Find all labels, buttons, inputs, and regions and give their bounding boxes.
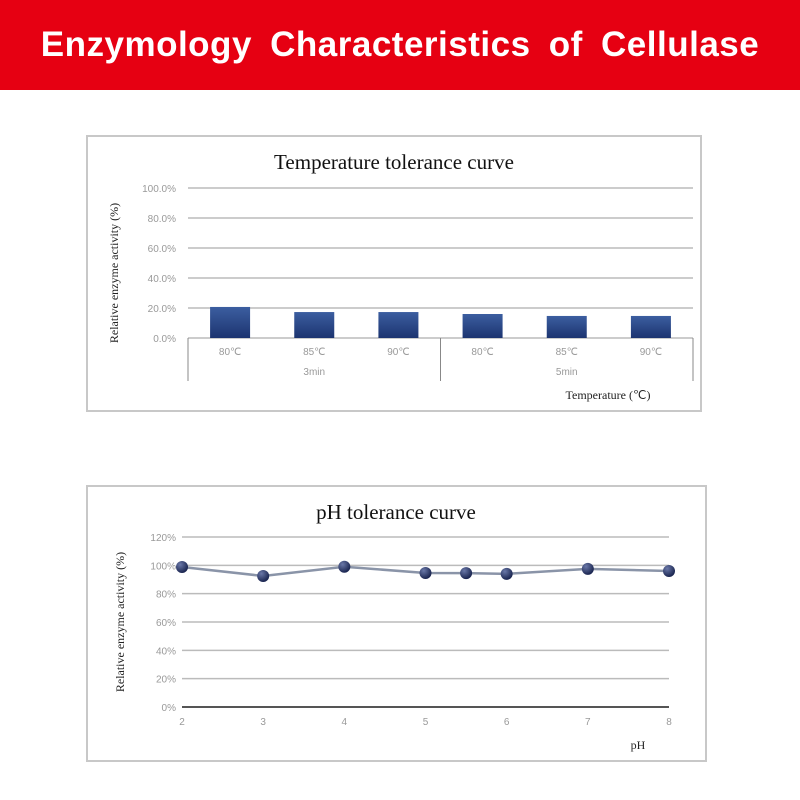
x-tick-label: 80℃ [219,347,241,358]
x-tick-label: 4 [342,717,348,728]
temperature-chart: Temperature tolerance curve 0.0% 20.0% 40.0… [107,150,694,402]
x-axis-label: Temperature (℃) [566,388,651,402]
y-tick-label: 20.0% [148,304,176,315]
data-point [419,566,432,579]
y-tick-label: 100.0% [142,184,176,195]
bar [546,315,587,338]
page-header: Enzymology Characteristics of Cellulase [0,0,800,90]
y-axis-label: Relative enzyme activity (%) [107,203,121,343]
y-tick-label: 100% [150,561,176,572]
y-tick-label: 80% [156,590,176,601]
x-tick-label: 3 [260,717,266,728]
y-tick-label: 60.0% [148,244,176,255]
data-point [460,567,473,580]
ph-chart: pH tolerance curve 0% 20% 40% 60% 80% 100% 120%… [113,500,675,752]
ph-chart-panel: pH tolerance curve 0% 20% 40% 60% 80% 100% 120%… [86,485,707,762]
x-tick-label: 5 [423,717,429,728]
chart-title: pH tolerance curve [316,500,476,524]
x-group-label: 3min [303,367,325,378]
x-tick-label: 8 [666,717,672,728]
x-tick-label: 2 [179,717,185,728]
chart-title: Temperature tolerance curve [274,150,514,174]
x-tick-label: 85℃ [556,347,578,358]
data-point [663,565,675,577]
x-tick-label: 6 [504,717,510,728]
y-tick-label: 0.0% [153,334,176,345]
bar [462,314,503,338]
bar [210,306,251,338]
y-tick-label: 40.0% [148,274,176,285]
temperature-chart-panel: Temperature tolerance curve 0.0% 20.0% 40.0… [86,135,702,412]
page-title: Enzymology Characteristics of Cellulase [40,25,760,64]
x-tick-label: 85℃ [303,347,325,358]
x-tick-label: 90℃ [387,347,409,358]
y-tick-label: 80.0% [148,214,176,225]
y-tick-label: 60% [156,618,176,629]
y-tick-label: 20% [156,675,176,686]
bar [294,312,335,338]
x-tick-label: 90℃ [640,347,662,358]
data-point [581,562,594,575]
data-point [338,560,351,573]
data-point [500,567,513,580]
y-tick-label: 120% [150,533,176,544]
x-group-label: 5min [556,367,578,378]
y-tick-label: 40% [156,646,176,657]
x-tick-label: 7 [585,717,591,728]
bar [630,315,671,338]
bar [378,312,419,338]
x-axis-label: pH [631,738,646,752]
data-point [257,569,270,582]
series-line [181,565,670,578]
y-axis-label: Relative enzyme activity (%) [113,552,127,692]
y-tick-label: 0% [162,703,177,714]
x-tick-label: 80℃ [471,347,493,358]
data-point [176,561,188,574]
